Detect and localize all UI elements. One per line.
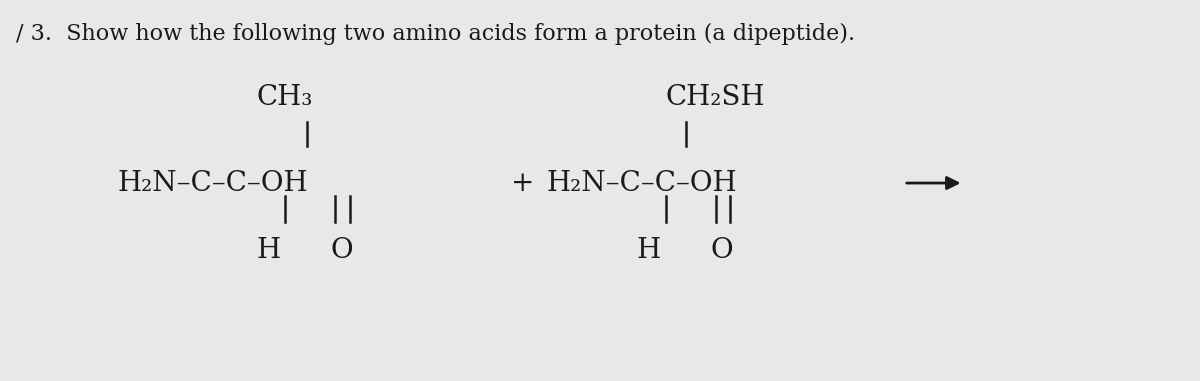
Text: H: H xyxy=(637,237,661,264)
Text: H₂N–C–C–OH: H₂N–C–C–OH xyxy=(118,170,308,197)
Text: O: O xyxy=(330,237,353,264)
Text: CH₂SH: CH₂SH xyxy=(666,84,766,111)
Text: H: H xyxy=(257,237,281,264)
Text: O: O xyxy=(710,237,733,264)
Text: CH₃: CH₃ xyxy=(256,84,312,111)
Text: / 3.  Show how the following two amino acids form a protein (a dipeptide).: / 3. Show how the following two amino ac… xyxy=(16,23,856,45)
Text: H₂N–C–C–OH: H₂N–C–C–OH xyxy=(546,170,737,197)
Text: +: + xyxy=(511,170,534,197)
